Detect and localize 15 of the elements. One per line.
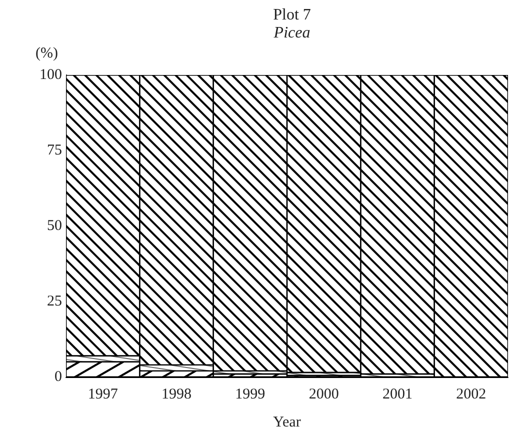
x-tick-label: 1999 — [235, 386, 266, 402]
x-tick-label: 1997 — [88, 386, 118, 402]
chart-title: Plot 7 — [273, 6, 311, 24]
y-tick-label: 25 — [47, 294, 62, 310]
y-tick-label: 0 — [54, 369, 62, 385]
chart-subtitle: Picea — [272, 24, 310, 42]
x-tick-label: 2000 — [308, 386, 339, 402]
y-tick-label: 75 — [47, 142, 62, 158]
x-tick-label: 2002 — [456, 386, 486, 402]
y-tick-label: 100 — [40, 67, 62, 83]
x-tick-label: 2001 — [382, 386, 412, 402]
y-axis-title: (%) — [36, 46, 58, 62]
y-tick-label: 50 — [47, 218, 62, 234]
x-axis-title: Year — [273, 414, 301, 430]
x-tick-label: 1998 — [162, 386, 192, 402]
